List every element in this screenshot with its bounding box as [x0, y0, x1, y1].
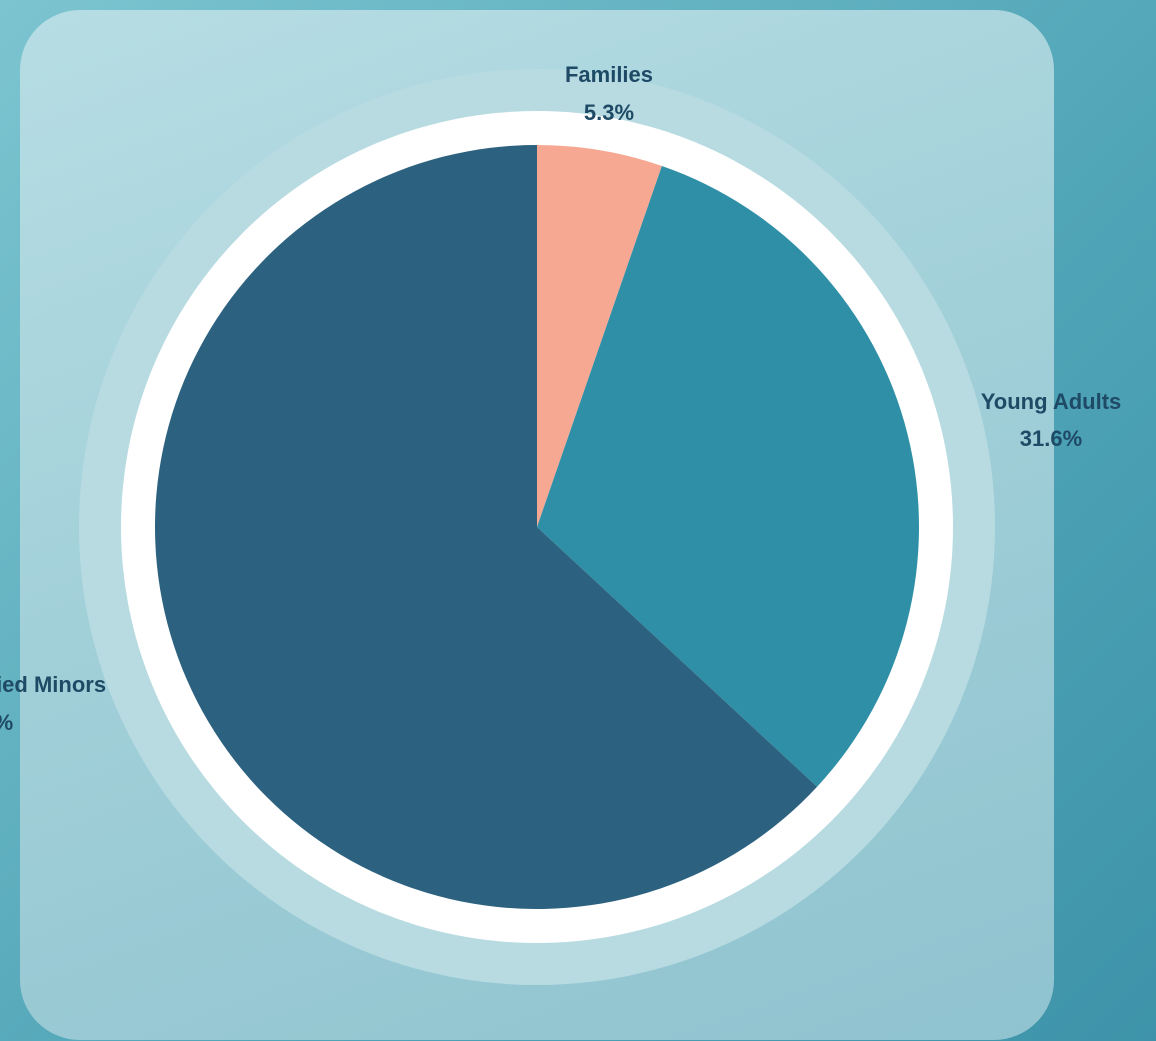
- pie-slice-unaccompanied-minors: [154, 145, 818, 909]
- slice-label: Young Adults: [981, 389, 1122, 414]
- slice-value-label: 31.6%: [1020, 426, 1082, 451]
- slice-label: Families: [565, 62, 653, 87]
- pie-slices: [154, 145, 919, 909]
- slice-value-label: 63.1%: [0, 710, 13, 735]
- pie-slice-young-adults: [537, 165, 919, 787]
- slice-label: Unaccompanied Minors: [0, 672, 106, 697]
- pie-slice-families: [537, 145, 662, 527]
- slice-value-label: 5.3%: [584, 100, 634, 125]
- pie-labels: Families 5.3% Young Adults 31.6% Unaccompani…: [0, 62, 1121, 735]
